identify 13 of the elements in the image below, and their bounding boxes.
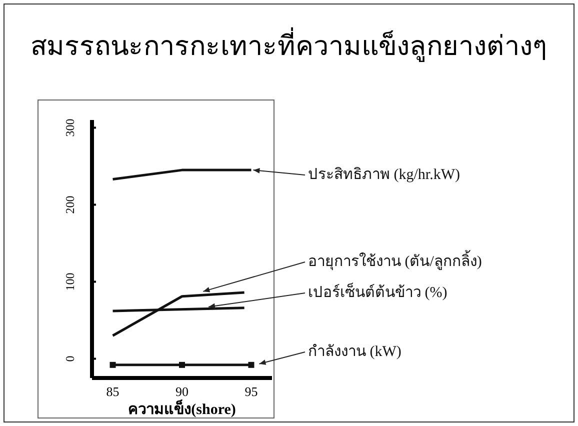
text: กำลังงาน (kW) [308,343,402,360]
x-axis-title: ความแข็ง(shore) [128,399,236,418]
text: เปอร์เซ็นต์ต้นข้าว (%) [308,282,448,301]
x-tick-label: 85 [106,384,120,399]
text: อายุการใช้งาน (ตัน/ลูกกลิ้ง) [308,250,482,271]
chart-title: สมรรถนะการกะเทาะที่ความแข็งลูกยางต่างๆ [30,27,548,62]
y-tick-label: 300 [63,118,77,137]
y-tick-label: 0 [63,356,77,362]
x-tick-label: 95 [244,384,258,399]
text: ประสิทธิภาพ (kg/hr.kW) [308,166,460,183]
y-tick-label: 200 [63,196,77,214]
x-tick-label: 90 [176,384,188,399]
y-tick-label: 100 [63,272,77,291]
